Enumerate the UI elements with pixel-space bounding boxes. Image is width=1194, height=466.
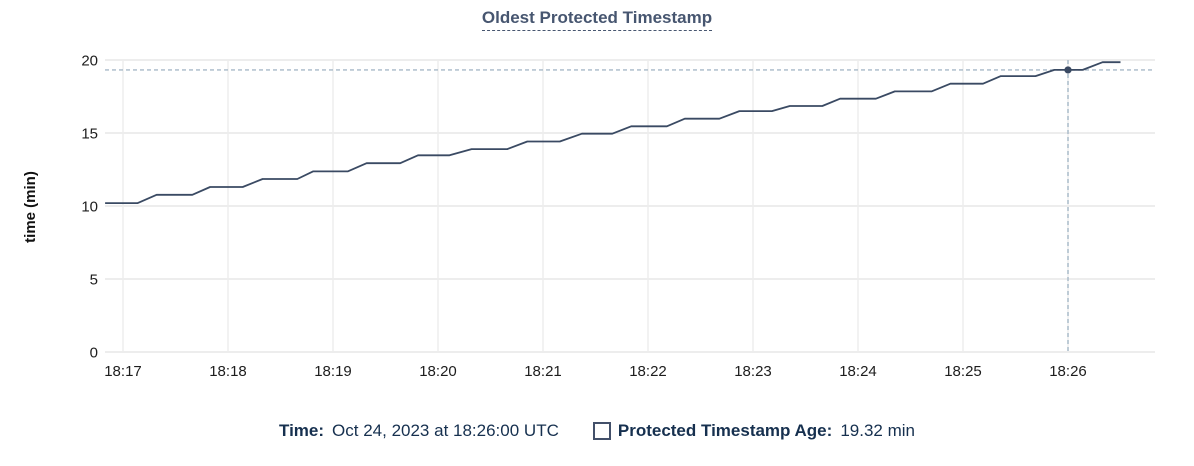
chart-tooltip-legend: Time: Oct 24, 2023 at 18:26:00 UTC Prote… (0, 420, 1194, 442)
series-line-protected-timestamp-age (105, 61, 1121, 205)
chart-title[interactable]: Oldest Protected Timestamp (481, 8, 713, 31)
x-tick-label: 18:22 (629, 363, 667, 380)
x-tick-label: 18:24 (839, 363, 877, 380)
y-tick-label: 15 (81, 126, 98, 143)
x-tick-label: 18:25 (944, 363, 982, 380)
tooltip-time-value: Oct 24, 2023 at 18:26:00 UTC (332, 421, 559, 440)
tooltip-series-label: Protected Timestamp Age: (617, 421, 833, 440)
timeseries-plot[interactable]: 0 5 10 15 20 18:17 18:18 18:19 18:20 18:21 18:22 18… (0, 0, 1194, 400)
x-tick-label: 18:18 (209, 363, 247, 380)
series-toggle-checkbox[interactable] (592, 422, 611, 440)
y-axis-title: time (min) (22, 171, 39, 243)
x-tick-label: 18:21 (524, 363, 562, 380)
x-tick-label: 18:20 (419, 363, 457, 380)
y-tick-label: 5 (90, 272, 98, 289)
y-tick-label: 0 (90, 345, 98, 362)
tooltip-time-label: Time: (279, 421, 325, 440)
chart-title-row: Oldest Protected Timestamp (0, 8, 1194, 31)
x-tick-label: 18:23 (734, 363, 772, 380)
x-tick-label: 18:19 (314, 363, 352, 380)
y-tick-label: 10 (81, 199, 98, 216)
x-tick-label: 18:26 (1049, 363, 1087, 380)
y-tick-label: 20 (81, 53, 98, 70)
tooltip-series-value: 19.32 min (840, 421, 915, 440)
x-tick-label: 18:17 (104, 363, 142, 380)
highlighted-data-point (1064, 66, 1072, 74)
